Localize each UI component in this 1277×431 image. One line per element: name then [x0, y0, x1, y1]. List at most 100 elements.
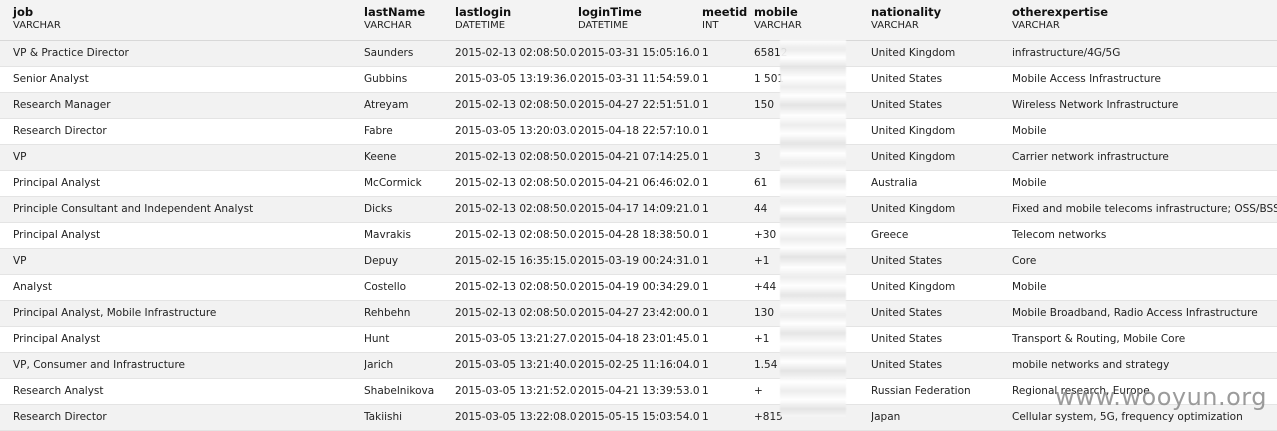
cell-otherexpertise[interactable]: Fixed and mobile telecoms infrastructure…	[1012, 196, 1277, 223]
cell-otherexpertise[interactable]: Mobile Broadband, Radio Access Infrastru…	[1012, 300, 1277, 327]
cell-job[interactable]: Analyst	[0, 274, 364, 301]
cell-job[interactable]: Principal Analyst	[0, 170, 364, 197]
cell-otherexpertise[interactable]: Telecom networks	[1012, 222, 1277, 249]
cell-logintime[interactable]: 2015-04-27 22:51:51.0	[578, 92, 702, 119]
cell-lastname[interactable]: Shabelnikova	[364, 378, 455, 405]
table-row[interactable]: Principal Analyst Hunt 2015-03-05 13:21:27…	[0, 326, 1277, 353]
cell-lastlogin[interactable]: 2015-03-05 13:21:27.0	[455, 326, 578, 353]
cell-meetid[interactable]: 1	[702, 352, 754, 379]
column-header-otherexpertise[interactable]: otherexpertise VARCHAR	[1012, 0, 1277, 41]
cell-logintime[interactable]: 2015-04-21 07:14:25.0	[578, 144, 702, 171]
cell-logintime[interactable]: 2015-05-15 15:03:54.0	[578, 404, 702, 431]
cell-lastlogin[interactable]: 2015-02-13 02:08:50.0	[455, 144, 578, 171]
cell-job[interactable]: Principal Analyst	[0, 326, 364, 353]
cell-nationality[interactable]: United Kingdom	[871, 40, 1012, 67]
table-row[interactable]: Principal Analyst Mavrakis 2015-02-13 02:0…	[0, 222, 1277, 249]
cell-meetid[interactable]: 1	[702, 118, 754, 145]
cell-meetid[interactable]: 1	[702, 326, 754, 353]
table-row[interactable]: Principal Analyst McCormick 2015-02-13 02:…	[0, 170, 1277, 197]
cell-meetid[interactable]: 1	[702, 170, 754, 197]
table-row[interactable]: Analyst Costello 2015-02-13 02:08:50.0 2015…	[0, 274, 1277, 301]
column-header-nationality[interactable]: nationality VARCHAR	[871, 0, 1012, 41]
cell-nationality[interactable]: United States	[871, 248, 1012, 275]
column-header-lastname[interactable]: lastName VARCHAR	[364, 0, 455, 41]
cell-logintime[interactable]: 2015-04-19 00:34:29.0	[578, 274, 702, 301]
cell-lastname[interactable]: Takiishi	[364, 404, 455, 431]
cell-lastname[interactable]: Atreyam	[364, 92, 455, 119]
cell-lastlogin[interactable]: 2015-02-13 02:08:50.0	[455, 222, 578, 249]
cell-meetid[interactable]: 1	[702, 92, 754, 119]
table-row[interactable]: Research Manager Atreyam 2015-02-13 02:08:…	[0, 92, 1277, 119]
cell-nationality[interactable]: United Kingdom	[871, 274, 1012, 301]
cell-meetid[interactable]: 1	[702, 300, 754, 327]
cell-lastname[interactable]: Keene	[364, 144, 455, 171]
cell-otherexpertise[interactable]: Mobile Access Infrastructure	[1012, 66, 1277, 93]
cell-lastname[interactable]: Hunt	[364, 326, 455, 353]
cell-logintime[interactable]: 2015-04-18 23:01:45.0	[578, 326, 702, 353]
cell-lastlogin[interactable]: 2015-02-13 02:08:50.0	[455, 92, 578, 119]
cell-otherexpertise[interactable]: Carrier network infrastructure	[1012, 144, 1277, 171]
cell-logintime[interactable]: 2015-03-31 15:05:16.0	[578, 40, 702, 67]
cell-job[interactable]: Research Director	[0, 118, 364, 145]
cell-nationality[interactable]: United States	[871, 352, 1012, 379]
cell-meetid[interactable]: 1	[702, 222, 754, 249]
cell-otherexpertise[interactable]: Mobile	[1012, 170, 1277, 197]
cell-lastlogin[interactable]: 2015-03-05 13:21:52.0	[455, 378, 578, 405]
table-row[interactable]: Principle Consultant and Independent Ana…	[0, 196, 1277, 223]
cell-job[interactable]: Principal Analyst	[0, 222, 364, 249]
cell-nationality[interactable]: United States	[871, 92, 1012, 119]
cell-lastname[interactable]: Fabre	[364, 118, 455, 145]
column-header-logintime[interactable]: loginTime DATETIME	[578, 0, 702, 41]
column-header-meetid[interactable]: meetid INT	[702, 0, 754, 41]
cell-logintime[interactable]: 2015-04-18 22:57:10.0	[578, 118, 702, 145]
column-header-job[interactable]: job VARCHAR	[0, 0, 364, 41]
cell-lastname[interactable]: Rehbehn	[364, 300, 455, 327]
cell-nationality[interactable]: Japan	[871, 404, 1012, 431]
cell-otherexpertise[interactable]: Transport & Routing, Mobile Core	[1012, 326, 1277, 353]
cell-otherexpertise[interactable]: Wireless Network Infrastructure	[1012, 92, 1277, 119]
cell-lastlogin[interactable]: 2015-02-13 02:08:50.0	[455, 40, 578, 67]
cell-lastname[interactable]: Gubbins	[364, 66, 455, 93]
cell-lastname[interactable]: Depuy	[364, 248, 455, 275]
cell-nationality[interactable]: Australia	[871, 170, 1012, 197]
cell-lastname[interactable]: McCormick	[364, 170, 455, 197]
cell-nationality[interactable]: United States	[871, 300, 1012, 327]
table-row[interactable]: VP & Practice Director Saunders 2015-02-13…	[0, 40, 1277, 67]
table-row[interactable]: Senior Analyst Gubbins 2015-03-05 13:19:36…	[0, 66, 1277, 93]
cell-lastlogin[interactable]: 2015-02-13 02:08:50.0	[455, 300, 578, 327]
cell-meetid[interactable]: 1	[702, 144, 754, 171]
cell-job[interactable]: VP, Consumer and Infrastructure	[0, 352, 364, 379]
cell-job[interactable]: Principal Analyst, Mobile Infrastructure	[0, 300, 364, 327]
cell-lastname[interactable]: Jarich	[364, 352, 455, 379]
table-row[interactable]: VP, Consumer and Infrastructure Jarich 201…	[0, 352, 1277, 379]
cell-meetid[interactable]: 1	[702, 66, 754, 93]
cell-otherexpertise[interactable]: infrastructure/4G/5G	[1012, 40, 1277, 67]
cell-logintime[interactable]: 2015-04-21 13:39:53.0	[578, 378, 702, 405]
cell-nationality[interactable]: Greece	[871, 222, 1012, 249]
cell-meetid[interactable]: 1	[702, 196, 754, 223]
cell-nationality[interactable]: United Kingdom	[871, 196, 1012, 223]
cell-meetid[interactable]: 1	[702, 378, 754, 405]
table-row[interactable]: Research Analyst Shabelnikova 2015-03-05 1…	[0, 378, 1277, 405]
table-row[interactable]: VP Depuy 2015-02-15 16:35:15.0 2015-03-19 0…	[0, 248, 1277, 275]
cell-lastlogin[interactable]: 2015-03-05 13:20:03.0	[455, 118, 578, 145]
column-header-mobile[interactable]: mobile VARCHAR	[754, 0, 871, 41]
cell-meetid[interactable]: 1	[702, 274, 754, 301]
table-row[interactable]: Research Director Fabre 2015-03-05 13:20:0…	[0, 118, 1277, 145]
cell-logintime[interactable]: 2015-04-27 23:42:00.0	[578, 300, 702, 327]
column-header-lastlogin[interactable]: lastlogin DATETIME	[455, 0, 578, 41]
cell-lastlogin[interactable]: 2015-03-05 13:21:40.0	[455, 352, 578, 379]
cell-job[interactable]: Research Manager	[0, 92, 364, 119]
cell-lastname[interactable]: Costello	[364, 274, 455, 301]
cell-logintime[interactable]: 2015-03-19 00:24:31.0	[578, 248, 702, 275]
cell-logintime[interactable]: 2015-02-25 11:16:04.0	[578, 352, 702, 379]
cell-otherexpertise[interactable]: Mobile	[1012, 274, 1277, 301]
cell-meetid[interactable]: 1	[702, 40, 754, 67]
cell-nationality[interactable]: United States	[871, 66, 1012, 93]
cell-meetid[interactable]: 1	[702, 248, 754, 275]
cell-job[interactable]: VP & Practice Director	[0, 40, 364, 67]
cell-job[interactable]: Research Analyst	[0, 378, 364, 405]
cell-lastlogin[interactable]: 2015-03-05 13:22:08.0	[455, 404, 578, 431]
cell-job[interactable]: Principle Consultant and Independent Ana…	[0, 196, 364, 223]
cell-job[interactable]: VP	[0, 144, 364, 171]
